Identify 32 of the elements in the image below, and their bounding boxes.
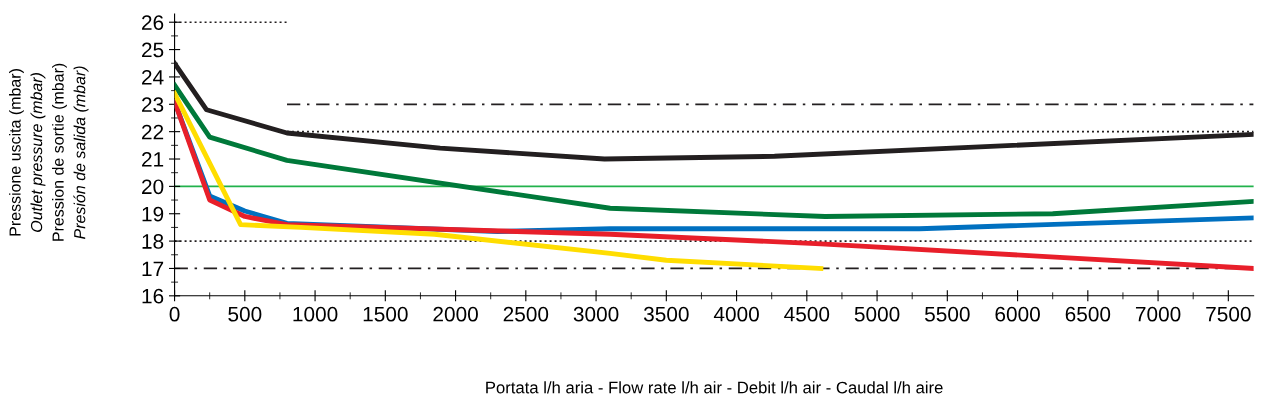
x-tick-label: 4500 (784, 306, 830, 322)
x-tick-label: 3000 (573, 306, 619, 322)
x-tick-label: 7500 (1206, 306, 1251, 322)
y-tick-label: 26 (142, 15, 164, 30)
x-tick-label: 1500 (363, 306, 408, 322)
x-tick-label: 6000 (995, 306, 1040, 322)
x-tick-label: 3500 (643, 306, 689, 322)
x-tick-label: 500 (228, 306, 262, 322)
y-tick-label: 17 (142, 261, 164, 276)
y-axis-title: Pressione uscita (mbar) Outlet pressure (mbar) Pression de sortie (mbar) Presión de salida (mbar) (9, 63, 89, 241)
line-series (174, 82, 1254, 219)
y-tick-label: 22 (142, 124, 164, 140)
y-tick-label: 25 (142, 42, 164, 58)
x-tick-label: 2500 (503, 306, 549, 322)
x-axis-title: Portata l/h aria - Flow rate l/h air - Debit l/h air - Caudal l/h aire (486, 381, 943, 394)
x-tick-label: 5500 (924, 306, 970, 322)
y-tick-label: 23 (142, 97, 164, 113)
y-tick-label: 20 (142, 179, 164, 195)
y-tick-label: 16 (142, 288, 164, 304)
x-tick-label: 2000 (433, 306, 478, 322)
x-tick-label: 7000 (1135, 306, 1181, 322)
x-tick-label: 5000 (854, 306, 900, 322)
y-tick-label: 18 (142, 234, 164, 249)
x-tick-label: 4000 (713, 306, 759, 322)
x-tick-label: 6500 (1065, 306, 1111, 322)
x-tick-label: 0 (169, 306, 180, 322)
y-tick-label: 21 (142, 152, 164, 167)
y-tick-label: 24 (142, 69, 164, 85)
y-tick-label: 19 (142, 206, 164, 222)
x-tick-label: 1000 (293, 306, 338, 322)
line-series (174, 99, 1254, 271)
line-series (174, 90, 824, 271)
